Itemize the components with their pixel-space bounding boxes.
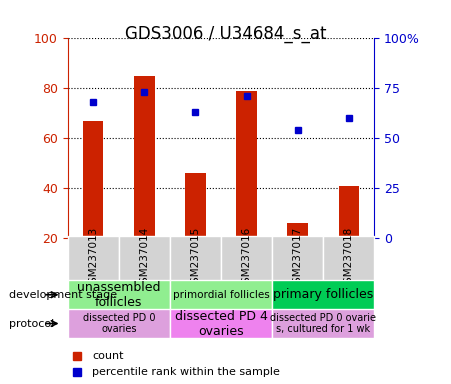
FancyBboxPatch shape [68, 280, 170, 309]
FancyBboxPatch shape [272, 309, 374, 338]
Text: primary follicles: primary follicles [273, 288, 373, 301]
Text: count: count [92, 351, 124, 361]
FancyBboxPatch shape [170, 280, 272, 309]
Text: GDS3006 / U34684_s_at: GDS3006 / U34684_s_at [125, 25, 326, 43]
FancyBboxPatch shape [272, 236, 323, 280]
Text: dissected PD 0
ovaries: dissected PD 0 ovaries [83, 313, 155, 334]
Bar [134, 76, 155, 238]
FancyBboxPatch shape [68, 309, 170, 338]
Text: GSM237014: GSM237014 [139, 227, 149, 290]
Bar [236, 91, 257, 238]
Bar [83, 121, 103, 238]
Bar [185, 173, 206, 238]
FancyBboxPatch shape [170, 309, 272, 338]
Text: primordial follicles: primordial follicles [173, 290, 269, 300]
Text: protocol: protocol [9, 319, 54, 329]
FancyBboxPatch shape [68, 236, 119, 280]
Text: dissected PD 4
ovaries: dissected PD 4 ovaries [175, 310, 267, 338]
Text: percentile rank within the sample: percentile rank within the sample [92, 366, 280, 377]
FancyBboxPatch shape [221, 236, 272, 280]
Text: dissected PD 0 ovarie
s, cultured for 1 wk: dissected PD 0 ovarie s, cultured for 1 … [270, 313, 376, 334]
FancyBboxPatch shape [323, 236, 374, 280]
Bar [287, 223, 308, 238]
Text: development stage: development stage [9, 290, 117, 300]
Text: GSM237017: GSM237017 [293, 227, 303, 290]
Text: GSM237013: GSM237013 [88, 227, 98, 290]
Text: GSM237018: GSM237018 [344, 227, 354, 290]
FancyBboxPatch shape [170, 236, 221, 280]
Text: GSM237015: GSM237015 [190, 227, 200, 290]
FancyBboxPatch shape [119, 236, 170, 280]
Text: GSM237016: GSM237016 [242, 227, 252, 290]
FancyBboxPatch shape [272, 280, 374, 309]
Bar [339, 186, 359, 238]
Text: unassembled
follicles: unassembled follicles [77, 281, 161, 309]
